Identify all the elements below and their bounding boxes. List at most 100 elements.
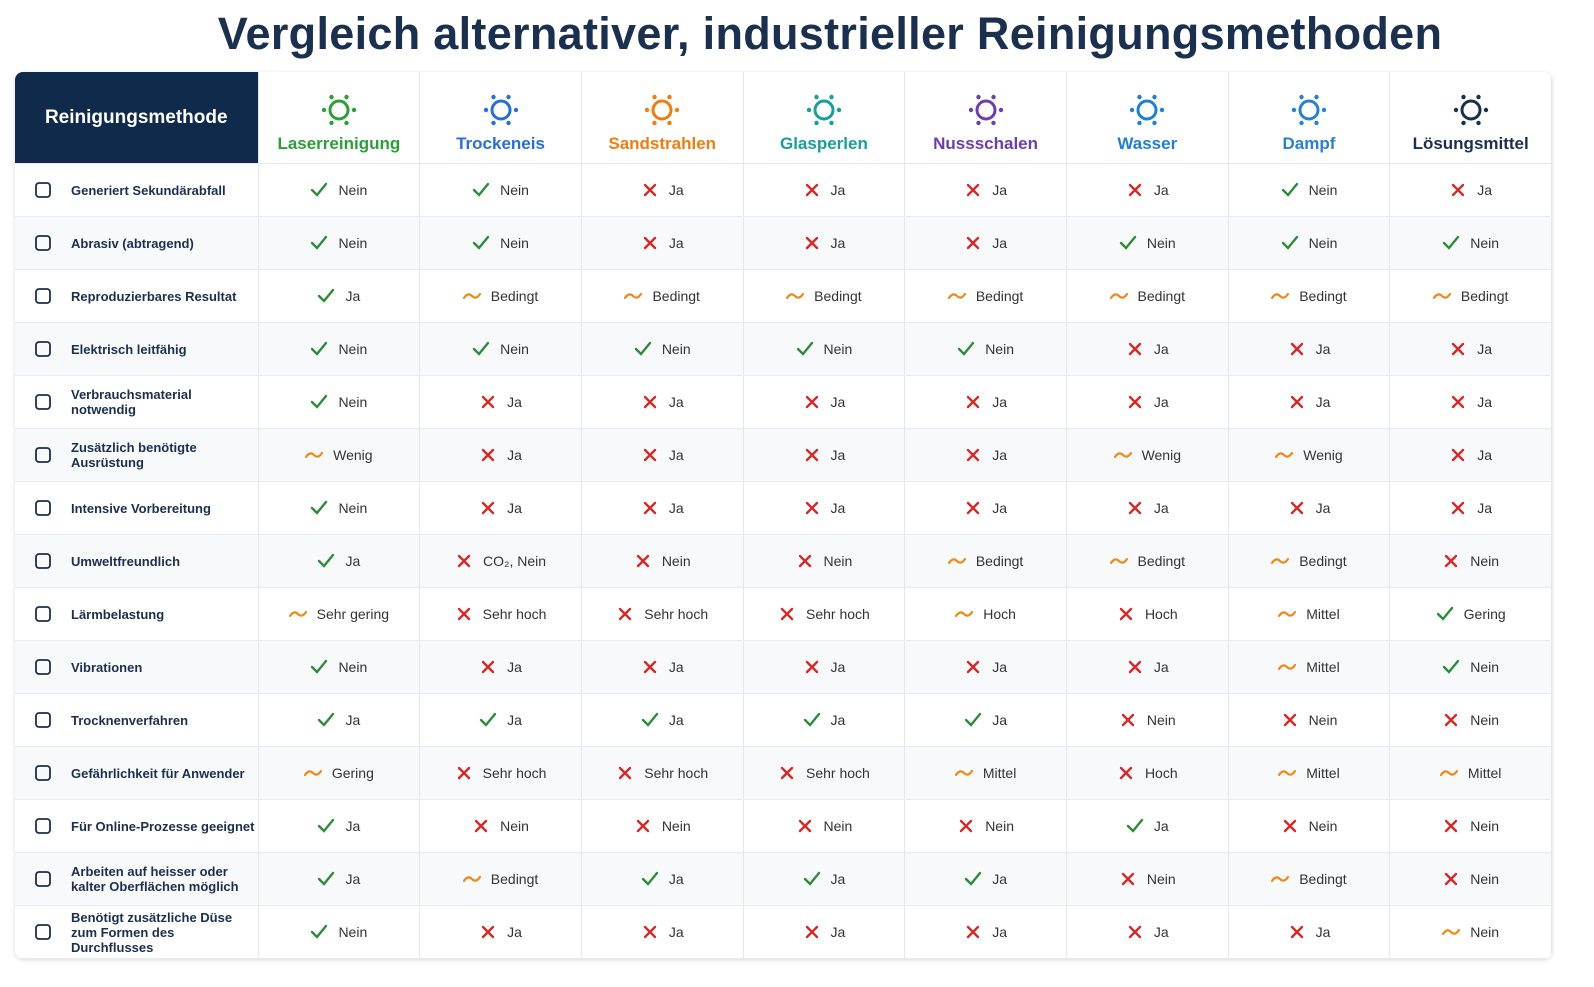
cell-text: Hoch xyxy=(1144,765,1178,781)
icon-dot xyxy=(667,94,672,100)
tilde-icon xyxy=(1278,663,1297,671)
status-icon xyxy=(472,235,490,250)
cell-content: Bedingt xyxy=(744,287,905,305)
cell-content: Sehr hoch xyxy=(744,605,905,623)
cell-content: Nein xyxy=(420,181,581,199)
row-header-content: Intensive Vorbereitung xyxy=(15,498,258,518)
cell-content: Nein xyxy=(1390,817,1551,835)
cross-icon xyxy=(1128,183,1142,197)
cross-icon xyxy=(1121,713,1135,727)
table-cell: Nein xyxy=(1066,693,1229,747)
column-header: Trockeneis xyxy=(419,72,582,164)
tilde-icon xyxy=(288,610,307,618)
table-cell: Ja xyxy=(1066,163,1229,217)
check-icon xyxy=(311,182,328,197)
table-cell: Hoch xyxy=(1066,746,1229,800)
cell-text: Nein xyxy=(338,924,368,940)
status-icon xyxy=(311,924,328,939)
status-icon xyxy=(966,183,980,197)
status-icon xyxy=(1128,183,1142,197)
check-icon xyxy=(803,871,820,886)
check-icon xyxy=(1119,235,1137,250)
cell-text: Ja xyxy=(507,924,522,940)
cross-icon xyxy=(636,554,650,568)
tilde-icon xyxy=(1271,557,1290,565)
table-cell: Nein xyxy=(743,322,906,376)
table-cell: Sehr hoch xyxy=(419,587,582,641)
cell-text: Ja xyxy=(830,659,846,675)
icon-dot xyxy=(1152,120,1157,126)
table-cell: Nein xyxy=(1389,534,1552,588)
status-icon xyxy=(1442,928,1461,936)
status-icon xyxy=(1128,925,1142,939)
cell-content: Nein xyxy=(1390,552,1551,570)
status-icon xyxy=(803,871,820,886)
table-cell: Nein xyxy=(258,216,421,270)
cross-icon xyxy=(643,660,657,674)
cell-content: Wenig xyxy=(1067,446,1228,464)
tilde-icon xyxy=(947,292,966,300)
icon-shape xyxy=(490,99,512,121)
status-icon xyxy=(311,659,328,674)
icon-dot xyxy=(505,120,511,126)
cross-icon xyxy=(1452,501,1465,515)
column-icon xyxy=(1130,94,1165,126)
icon-dot xyxy=(829,94,834,100)
table-cell: Ja xyxy=(743,905,906,959)
cell-text: Sehr gering xyxy=(316,606,390,622)
status-icon xyxy=(1283,713,1296,727)
status-icon xyxy=(959,819,973,833)
table-cell: Sehr hoch xyxy=(743,746,906,800)
cell-content: Bedingt xyxy=(420,870,581,888)
check-icon xyxy=(964,712,982,727)
check-icon xyxy=(1443,659,1460,674)
check-icon xyxy=(796,341,813,356)
status-icon xyxy=(1119,766,1133,780)
table-cell: Ja xyxy=(581,640,744,694)
row-label: Für Online-Prozesse geeignet xyxy=(71,818,255,834)
cell-text: Ja xyxy=(830,394,846,410)
cell-content: Nein xyxy=(1229,711,1390,729)
cell-text: Mittel xyxy=(1467,765,1502,781)
icon-dot xyxy=(1453,107,1458,113)
cell-text: Ja xyxy=(1315,924,1331,940)
header-label: Reinigungsmethode xyxy=(15,72,259,164)
row-header-content: Generiert Sekundärabfall xyxy=(15,180,258,200)
cell-text: Ja xyxy=(830,182,846,198)
table-cell: Gering xyxy=(1389,587,1552,641)
status-icon xyxy=(318,712,335,727)
cell-content: Bedingt xyxy=(905,552,1066,570)
cell-content: Ja xyxy=(744,711,905,729)
comparison-table: Reinigungsmethode Laserreinigung Trockene… xyxy=(15,72,1552,959)
cell-text: Ja xyxy=(345,712,361,728)
icon-dot xyxy=(1152,94,1157,100)
status-icon xyxy=(805,925,818,939)
status-icon xyxy=(1452,395,1465,409)
table-cell: Mittel xyxy=(1228,587,1391,641)
cell-text: Ja xyxy=(1153,659,1169,675)
check-icon xyxy=(1126,818,1144,833)
cell-content: Ja xyxy=(1067,340,1228,358)
cell-text: Nein xyxy=(1308,818,1338,834)
table-cell: Nein xyxy=(419,163,582,217)
cell-text: Bedingt xyxy=(814,288,862,304)
cell-content: Hoch xyxy=(1067,764,1228,782)
status-icon xyxy=(1128,660,1142,674)
table-cell: Ja xyxy=(258,852,421,906)
table-row: Verbrauchsmaterial notwendig Nein Ja Ja Ja Ja… xyxy=(15,375,1552,429)
table-cell: Ja xyxy=(1066,481,1229,535)
status-icon xyxy=(474,819,488,833)
status-icon xyxy=(786,292,805,300)
status-icon xyxy=(798,554,811,568)
table-cell: Nein xyxy=(419,322,582,376)
table-cell: Ja xyxy=(743,481,906,535)
cross-icon xyxy=(966,501,980,515)
row-header-content: Lärmbelastung xyxy=(15,604,258,624)
icon-dot xyxy=(645,107,650,113)
page-title: Vergleich alternativer, industrieller Re… xyxy=(217,8,1443,59)
status-icon xyxy=(1275,451,1294,459)
row-label: Abrasiv (abtragend) xyxy=(71,235,194,251)
cell-content: Nein xyxy=(420,234,581,252)
status-icon xyxy=(288,610,307,618)
cell-text: Hoch xyxy=(1144,606,1178,622)
